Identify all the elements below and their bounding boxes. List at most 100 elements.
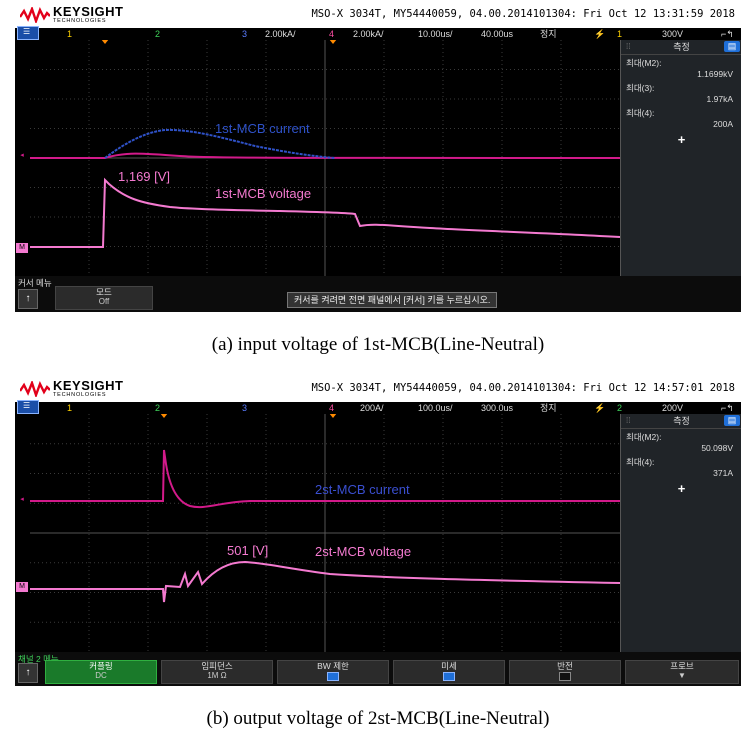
waveform-area[interactable]: 2st-MCB current 2st-MCB voltage 501 [V] — [30, 414, 620, 652]
softkey-label: BW 제한 — [317, 661, 349, 671]
trigger-edge-icon: ⌐↰ — [721, 403, 734, 413]
run-state: 정지 — [540, 29, 557, 39]
measurement-value: 1.97kA — [706, 94, 733, 104]
caption-b: (b) output voltage of 2st-MCB(Line-Neutr… — [206, 708, 550, 729]
delay[interactable]: 300.0us — [481, 403, 514, 413]
trigger-icon: ⚡ — [594, 29, 606, 39]
current-trace-label: 2st-MCB current — [315, 482, 410, 497]
gear-icon[interactable]: ☰ — [17, 26, 39, 40]
cursor-mode-softkey[interactable]: 모드 Off — [55, 286, 153, 310]
back-arrow-icon[interactable]: ↑ — [18, 663, 38, 683]
menu-label: 커서 메뉴 — [18, 278, 52, 288]
channel-1[interactable]: 1 — [67, 29, 73, 39]
voltage-trace — [30, 177, 620, 248]
channel-2[interactable]: 2 — [155, 403, 161, 413]
channel-4-scale: 2.00kA/ — [353, 29, 384, 39]
channel-3[interactable]: 3 — [242, 29, 248, 39]
oscilloscope-screen-b: KEYSIGHT TECHNOLOGIES MSO-X 3034T, MY544… — [15, 374, 741, 686]
ch4-ground-marker[interactable]: ◂ — [20, 496, 24, 503]
math-ground-marker[interactable]: M — [16, 243, 28, 253]
add-measurement-button[interactable]: + — [677, 481, 686, 496]
waveform-graticule: 2st-MCB current 2st-MCB voltage 501 [V] — [30, 414, 620, 652]
trigger-position-marker[interactable] — [101, 40, 109, 44]
keysight-wave-icon — [20, 7, 50, 23]
softkey-label: 커플링 — [89, 661, 113, 671]
voltage-trace-label: 2st-MCB voltage — [315, 544, 411, 559]
caption-a: (a) input voltage of 1st-MCB(Line-Neutra… — [211, 334, 545, 355]
ch4-ground-marker[interactable]: ◂ — [20, 152, 24, 159]
grip-icon: ⁞⁞ — [626, 42, 631, 51]
channel-status-bar: ☰ 1 2 3 4 200A/ 100.0us/ 300.0us 정지 ⚡ 2 … — [15, 400, 741, 414]
trigger-icon: ⚡ — [594, 403, 606, 413]
waveform-graticule: 1st-MCB current 1st-MCB voltage 1,169 [V… — [30, 40, 620, 276]
channel-4[interactable]: 4 — [329, 29, 335, 39]
measurement-label: 최대(M2): — [626, 58, 662, 68]
keysight-logo: KEYSIGHT TECHNOLOGIES — [20, 5, 123, 25]
delay[interactable]: 40.00us — [481, 29, 514, 39]
fine-softkey[interactable]: 미세 — [393, 660, 505, 684]
peak-voltage-label: 501 [V] — [227, 543, 268, 558]
math-ground-marker[interactable]: M — [16, 582, 28, 592]
timebase[interactable]: 100.0us/ — [418, 403, 453, 413]
waveform-area[interactable]: 1st-MCB current 1st-MCB voltage 1,169 [V… — [30, 40, 620, 276]
measurement-label: 최대(M2): — [626, 432, 662, 442]
softkey-bar: 채널 2 메뉴 ↑ 커플링 DC 임피던스 1M Ω BW 제한 미세 반전 프… — [15, 652, 741, 686]
coupling-softkey[interactable]: 커플링 DC — [45, 660, 157, 684]
checkbox-icon — [327, 672, 339, 681]
measurement-value: 200A — [713, 119, 733, 129]
channel-4[interactable]: 4 — [329, 403, 335, 413]
invert-softkey[interactable]: 반전 — [509, 660, 621, 684]
back-arrow-icon[interactable]: ↑ — [18, 289, 38, 309]
trigger-position-marker[interactable] — [160, 414, 168, 418]
voltage-trace — [30, 560, 620, 603]
measurement-label: 최대(4): — [626, 457, 655, 467]
softkey-label: 임피던스 — [201, 661, 233, 671]
measurement-title: 측정 — [673, 42, 690, 52]
voltage-trace-label: 1st-MCB voltage — [215, 186, 311, 201]
run-state: 정지 — [540, 403, 557, 413]
logo-sub: TECHNOLOGIES — [53, 18, 107, 24]
channel-3-scale: 2.00kA/ — [265, 29, 296, 39]
measurement-value: 50.098V — [701, 443, 733, 453]
measurement-title: 측정 — [673, 416, 690, 426]
measurement-item: 최대(M2): 50.098V — [621, 429, 741, 454]
keysight-logo: KEYSIGHT TECHNOLOGIES — [20, 379, 123, 399]
probe-softkey[interactable]: 프로브 ▼ — [625, 660, 739, 684]
measurement-value: 1.1699kV — [697, 69, 733, 79]
instrument-info: MSO-X 3034T, MY54440059, 04.00.201410130… — [311, 8, 735, 20]
measurement-label: 최대(3): — [626, 83, 655, 93]
trigger-channel[interactable]: 2 — [617, 403, 623, 413]
timebase[interactable]: 10.00us/ — [418, 29, 453, 39]
scope-header: KEYSIGHT TECHNOLOGIES MSO-X 3034T, MY544… — [15, 374, 741, 402]
softkey-label: 미세 — [441, 661, 457, 671]
trigger-channel[interactable]: 1 — [617, 29, 623, 39]
impedance-softkey[interactable]: 임피던스 1M Ω — [161, 660, 273, 684]
measurement-value: 371A — [713, 468, 733, 478]
trigger-level[interactable]: 300V — [662, 29, 684, 39]
checkbox-icon — [443, 672, 455, 681]
softkey-value: 1M Ω — [207, 671, 227, 680]
add-measurement-button[interactable]: + — [677, 132, 686, 147]
menu-icon[interactable]: ▤ — [724, 415, 740, 426]
channel-status-bar: ☰ 1 2 3 2.00kA/ 4 2.00kA/ 10.00us/ 40.00… — [15, 26, 741, 40]
trigger-level[interactable]: 200V — [662, 403, 684, 413]
time-reference-marker[interactable] — [329, 414, 337, 418]
channel-3[interactable]: 3 — [242, 403, 248, 413]
channel-2[interactable]: 2 — [155, 29, 161, 39]
bw-limit-softkey[interactable]: BW 제한 — [277, 660, 389, 684]
softkey-value: DC — [95, 671, 107, 680]
oscilloscope-screen-a: KEYSIGHT TECHNOLOGIES MSO-X 3034T, MY544… — [15, 0, 741, 312]
checkbox-icon — [559, 672, 571, 681]
gear-icon[interactable]: ☰ — [17, 400, 39, 414]
instrument-info: MSO-X 3034T, MY54440059, 04.00.201410130… — [311, 382, 735, 394]
measurement-item: 최대(3): 1.97kA — [621, 80, 741, 105]
softkey-bar: 커서 메뉴 ↑ 모드 Off 커서를 켜려면 전면 패널에서 [커서] 키를 누… — [15, 276, 741, 312]
cursor-hint-message: 커서를 켜려면 전면 패널에서 [커서] 키를 누르십시오. — [287, 292, 498, 308]
softkey-label: 모드 — [96, 287, 112, 297]
menu-icon[interactable]: ▤ — [724, 41, 740, 52]
measurement-label: 최대(4): — [626, 108, 655, 118]
time-reference-marker[interactable] — [329, 40, 337, 44]
measurement-item: 최대(M2): 1.1699kV — [621, 55, 741, 80]
down-arrow-icon: ▼ — [678, 671, 686, 680]
channel-1[interactable]: 1 — [67, 403, 73, 413]
